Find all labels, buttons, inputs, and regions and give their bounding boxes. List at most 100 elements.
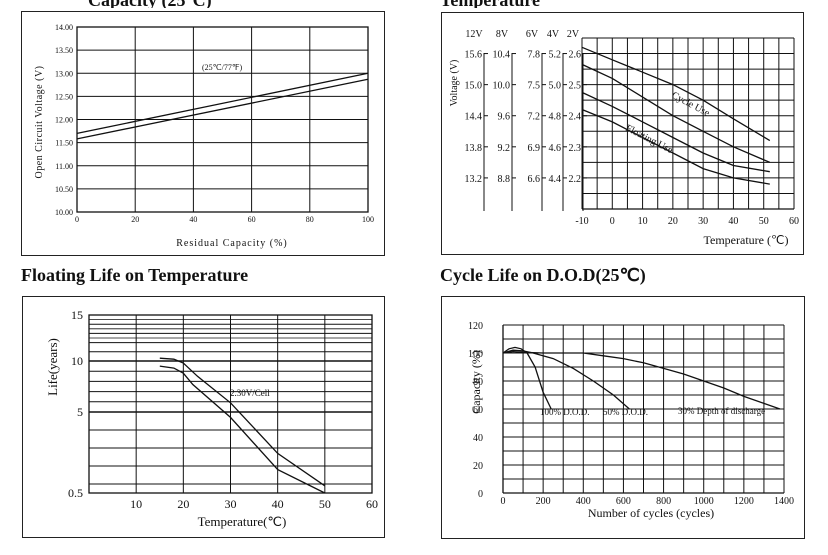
ocv-y-tick-label: 12.50	[55, 92, 73, 101]
cv-column-value: 4.8	[549, 112, 562, 123]
fl-y-axis-label: Life(years)	[45, 338, 60, 396]
charge-voltage-chart: 12V 15.6 15.0 14.4 13.8 13.2 8V 10.4 10.0 9.6 9.2 8…	[449, 29, 799, 247]
ocv-x-tick-label: 20	[131, 215, 139, 224]
cv-column-value: 10.4	[493, 50, 511, 61]
cv-x-tick-label: 60	[789, 216, 799, 227]
top-left-heading-cut: Capacity (25°C)	[88, 0, 212, 8]
top-right-heading-cut: Temperature	[440, 0, 540, 8]
cl-x-tick-label: 600	[616, 496, 631, 507]
cv-column-header: 4V	[547, 29, 560, 40]
ocv-y-tick-label: 10.00	[55, 208, 73, 217]
cv-column-value: 6.6	[528, 174, 541, 185]
cv-column-value: 15.6	[465, 50, 483, 61]
fl-grid	[88, 314, 373, 494]
cv-column-value: 14.4	[465, 112, 483, 123]
cl-y-tick-label: 100	[468, 349, 483, 360]
ocv-x-tick-label: 0	[75, 215, 79, 224]
fl-x-tick-label: 40	[272, 497, 284, 511]
ocv-annotation: (25℃/77℉)	[202, 63, 242, 72]
fl-annotation: 2.30V/Cell	[230, 388, 270, 398]
ocv-grid	[76, 26, 369, 213]
cv-column-value: 5.0	[549, 81, 562, 92]
cl-y-tick-label: 40	[473, 433, 483, 444]
top-right-heading-text: Temperature	[440, 0, 540, 8]
cv-column-value: 5.2	[549, 50, 562, 61]
cl-x-tick-label: 1200	[734, 496, 754, 507]
cl-y-tick-label: 20	[473, 461, 483, 472]
cl-series-line	[502, 349, 630, 410]
cv-column-value: 8.8	[498, 174, 511, 185]
cl-x-axis-label: Number of cycles (cycles)	[588, 506, 714, 520]
ocv-tick-labels: 0 20 40 60 80 100 10.00 10.50 11.00 11.50 12.00 12.…	[55, 23, 374, 224]
cv-x-tick-label: 50	[759, 216, 769, 227]
cl-y-tick-label: 80	[473, 377, 483, 388]
cv-series-line	[581, 46, 771, 142]
fl-y-tick-label: 10	[71, 354, 83, 368]
ocv-y-axis-label: Open Circuit Voltage (V)	[34, 65, 45, 178]
ocv-x-tick-label: 100	[362, 215, 374, 224]
cv-tick-labels: -10 0 10 20 30 40 50 60	[575, 208, 799, 227]
ocv-x-tick-label: 60	[248, 215, 256, 224]
cl-series-label: 30% Depth of discharge	[678, 406, 765, 416]
fl-series-line	[159, 357, 326, 487]
cv-column-value: 10.0	[493, 81, 511, 92]
charge-voltage-chart-panel: 12V 15.6 15.0 14.4 13.8 13.2 8V 10.4 10.0 9.6 9.2 8…	[441, 12, 804, 255]
fl-y-tick-label: 0.5	[68, 486, 83, 500]
cv-column-header: 6V	[526, 29, 539, 40]
cl-x-tick-label: 1000	[694, 496, 714, 507]
cv-column-header: 2V	[567, 29, 580, 40]
cv-voltage-columns: 12V 15.6 15.0 14.4 13.8 13.2 8V 10.4 10.0 9.6 9.2 8…	[465, 29, 587, 211]
cv-column-value: 2.3	[569, 143, 582, 154]
ocv-y-tick-label: 13.00	[55, 69, 73, 78]
cv-column-value: 2.4	[569, 112, 582, 123]
ocv-x-axis-label: Residual Capacity (%)	[176, 238, 288, 249]
cv-label-floating-use: Floating Use	[624, 123, 675, 156]
cv-x-tick-label: -10	[575, 216, 588, 227]
cv-column-value: 7.2	[528, 112, 541, 123]
ocv-chart: 0 20 40 60 80 100 10.00 10.50 11.00 11.50 12.00 12.…	[34, 23, 374, 249]
cl-series-line	[502, 350, 781, 410]
cl-y-tick-label: 120	[468, 321, 483, 332]
fl-x-tick-label: 10	[130, 497, 142, 511]
cv-series	[581, 46, 771, 185]
cl-x-tick-label: 0	[501, 496, 506, 507]
fl-x-tick-label: 20	[177, 497, 189, 511]
ocv-y-tick-label: 13.50	[55, 46, 73, 55]
cl-series	[502, 346, 781, 410]
ocv-y-tick-label: 11.00	[55, 162, 73, 171]
floating-life-chart-panel: 10 20 30 40 50 60 0.5 5 10 15 2.30V/Cell Temperat…	[22, 296, 385, 538]
fl-x-tick-label: 50	[319, 497, 331, 511]
cv-column-value: 7.5	[528, 81, 541, 92]
ocv-chart-panel: 0 20 40 60 80 100 10.00 10.50 11.00 11.50 12.00 12.…	[21, 11, 385, 256]
ocv-y-tick-label: 12.00	[55, 116, 73, 125]
ocv-y-tick-label: 14.00	[55, 23, 73, 32]
cv-series-line	[581, 63, 771, 163]
cv-column-header: 8V	[496, 29, 509, 40]
cv-column-value: 2.5	[569, 81, 582, 92]
floating-life-heading-text: Floating Life on Temperature	[21, 265, 249, 285]
cycle-life-chart: 0 200 400 600 800 1000 1200 1400 0 20 40 60 80 100 120…	[468, 321, 794, 520]
fl-series	[159, 357, 326, 494]
cv-column-value: 9.2	[498, 143, 511, 154]
cl-x-tick-label: 200	[536, 496, 551, 507]
ocv-y-tick-label: 10.50	[55, 185, 73, 194]
cl-series-label: 50% D.O.D.	[603, 407, 648, 417]
cv-column-value: 4.4	[549, 174, 562, 185]
fl-x-tick-label: 60	[366, 497, 378, 511]
cycle-life-chart-panel: 0 200 400 600 800 1000 1200 1400 0 20 40 60 80 100 120…	[441, 296, 805, 539]
cl-x-tick-label: 800	[656, 496, 671, 507]
cv-x-tick-label: 30	[698, 216, 708, 227]
floating-life-chart: 10 20 30 40 50 60 0.5 5 10 15 2.30V/Cell Temperat…	[45, 308, 378, 529]
cv-y-axis-label: Voltage (V)	[449, 60, 460, 107]
cv-column-header: 12V	[465, 29, 483, 40]
cv-x-tick-label: 20	[668, 216, 678, 227]
cv-x-tick-label: 0	[610, 216, 615, 227]
cv-grid	[581, 37, 795, 210]
cl-x-tick-label: 1400	[774, 496, 794, 507]
cycle-life-heading: Cycle Life on D.O.D(25℃)	[440, 265, 646, 286]
cv-x-tick-label: 10	[638, 216, 648, 227]
cl-x-tick-label: 400	[576, 496, 591, 507]
cl-series-label: 100% D.O.D.	[540, 407, 590, 417]
ocv-x-tick-label: 80	[306, 215, 314, 224]
ocv-y-tick-label: 11.50	[55, 139, 73, 148]
